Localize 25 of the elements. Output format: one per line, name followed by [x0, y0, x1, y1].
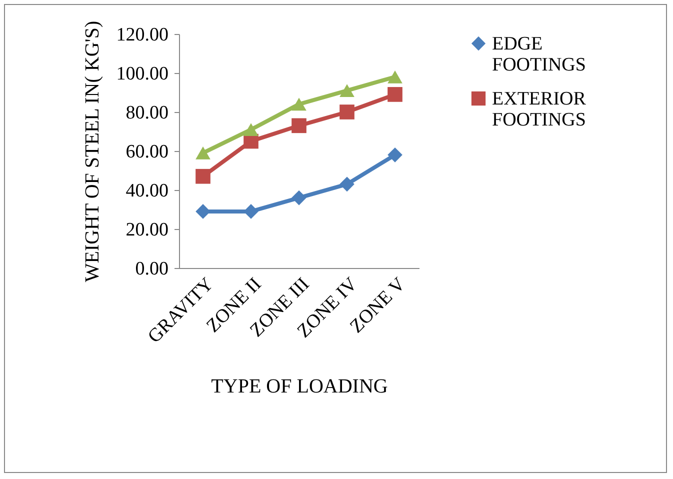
point	[244, 123, 258, 136]
legend-label: EXTERIOR FOOTINGS	[492, 88, 586, 130]
point	[196, 204, 210, 219]
point	[292, 190, 306, 206]
point	[340, 104, 354, 120]
point	[340, 176, 354, 192]
y-tick-label: 60.00	[126, 142, 168, 162]
y-tick-label: 120.00	[116, 24, 168, 46]
y-tick-label: 20.00	[126, 220, 168, 240]
point	[196, 168, 210, 184]
point	[244, 204, 258, 219]
point	[340, 84, 354, 97]
x-axis-title: TYPE OF LOADING	[211, 376, 388, 398]
y-tick-label: 40.00	[126, 180, 168, 202]
y-tick-label: 80.00	[126, 102, 168, 124]
point	[292, 118, 306, 134]
point	[388, 87, 402, 102]
point	[292, 98, 306, 111]
legend-label: EDGE FOOTINGS	[492, 34, 586, 76]
point	[388, 70, 402, 84]
y-tick-label: 0.00	[135, 258, 168, 280]
point	[388, 147, 402, 162]
y-tick-label: 100.00	[116, 64, 168, 84]
point	[196, 146, 210, 160]
y-axis-title: WEIGHT OF STEEL IN( KG'S)	[81, 20, 104, 282]
